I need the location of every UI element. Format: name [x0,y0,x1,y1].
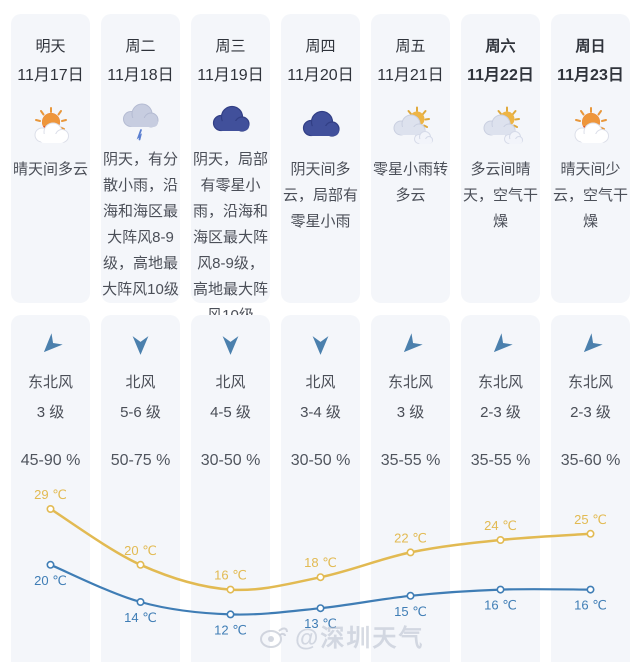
day-card: 明天 11月17日 晴天间多云 [11,14,90,303]
wind-arrow-icon [493,332,513,352]
day-name: 周四 [305,38,336,55]
wind-card: 东北风 2-3 级 35-55 % [461,315,540,662]
wind-card: 北风 3-4 级 30-50 % [281,315,360,662]
wind-arrow-icon [222,335,239,355]
day-card: 周二 11月18日 阴天，有分散小雨，沿海和海区最大阵风8-9级，高地最大阵风1… [101,14,180,303]
weather-desc: 晴天间多云 [12,161,88,178]
day-date: 11月21日 [377,67,444,84]
weather-icon-slot [208,101,254,141]
sun-clouds-icon [393,106,433,144]
wind-level: 3 级 [396,404,425,421]
wind-level: 2-3 级 [480,404,521,421]
wind-card: 东北风 3 级 35-55 % [371,315,450,662]
day-column: 周四 11月20日 阴天间多云，局部有零星小雨 北风 3-4 级 30-50 % [281,14,360,662]
weather-desc: 阴天，有分散小雨，沿海和海区最大阵风8-9级，高地最大阵风10级 [102,151,179,298]
wind-arrow-icon [312,335,329,355]
weather-desc: 晴天间少云，空气干燥 [552,161,628,230]
humidity-range: 30-50 % [290,452,351,469]
day-column: 周五 11月21日 零星小雨转多云 [371,14,450,662]
humidity-range: 35-60 % [560,452,621,469]
wind-direction: 北风 [305,374,336,391]
day-card: 周日 11月23日 晴天间少云，空气干燥 [551,14,630,303]
day-name: 周六 [485,38,516,55]
wind-level: 4-5 级 [210,404,251,421]
sun-cloud-icon [574,107,609,143]
humidity-range: 45-90 % [20,452,81,469]
day-column: 周六 11月22日 多云间晴天，空气干燥 [461,14,540,662]
humidity-range: 50-75 % [110,452,171,469]
weather-desc: 零星小雨转多云 [372,161,448,204]
day-card: 周六 11月22日 多云间晴天，空气干燥 [461,14,540,303]
day-column: 周三 11月19日 阴天，局部有零星小雨，沿海和海区最大阵风8-9级，高地最大阵… [191,14,270,662]
day-name: 周三 [215,38,246,55]
wind-level: 3 级 [36,404,65,421]
day-name: 周日 [575,38,606,55]
wind-level: 3-4 级 [300,404,341,421]
forecast-grid: 明天 11月17日 晴天间多云 [11,14,630,662]
weather-icon-slot [28,101,74,151]
weather-icon-slot [568,101,614,151]
day-card: 周四 11月20日 阴天间多云，局部有零星小雨 [281,14,360,303]
day-card: 周五 11月21日 零星小雨转多云 [371,14,450,303]
dark-cloud-icon [302,110,340,137]
day-column: 明天 11月17日 晴天间多云 [11,14,90,662]
rain-cloud-icon [122,103,158,141]
weather-desc: 阴天，局部有零星小雨，沿海和海区最大阵风8-9级，高地最大阵风10级 [192,151,268,324]
wind-level: 2-3 级 [570,404,611,421]
wind-arrow-icon [583,332,603,352]
weather-icon-slot [118,101,164,141]
wind-card: 北风 4-5 级 30-50 % [191,315,270,662]
wind-direction: 东北风 [387,374,433,391]
day-column: 周日 11月23日 晴天间少云，空气干燥 [551,14,630,662]
day-name: 周五 [395,38,426,55]
day-date: 11月23日 [557,67,624,84]
wind-direction: 东北风 [477,374,523,391]
day-date: 11月20日 [287,67,354,84]
wind-direction: 东北风 [27,374,73,391]
day-date: 11月22日 [467,67,534,84]
watermark: @深圳天气 [258,618,424,653]
sun-clouds-icon [483,106,523,144]
day-column: 周二 11月18日 阴天，有分散小雨，沿海和海区最大阵风8-9级，高地最大阵风1… [101,14,180,662]
sun-cloud-icon [34,107,69,143]
weather-icon-slot [478,101,524,151]
day-date: 11月18日 [107,67,174,84]
day-card: 周三 11月19日 阴天，局部有零星小雨，沿海和海区最大阵风8-9级，高地最大阵… [191,14,270,324]
day-date: 11月19日 [197,67,264,84]
humidity-range: 30-50 % [200,452,261,469]
watermark-text: @深圳天气 [295,625,425,652]
wind-direction: 北风 [215,374,246,391]
wind-card: 北风 5-6 级 50-75 % [101,315,180,662]
weather-desc: 阴天间多云，局部有零星小雨 [282,161,358,230]
weather-icon-slot [298,101,344,151]
weibo-icon [260,627,288,648]
wind-direction: 北风 [125,374,156,391]
weather-desc: 多云间晴天，空气干燥 [462,161,538,230]
wind-arrow-icon [43,332,63,352]
wind-level: 5-6 级 [120,404,161,421]
dark-cloud-icon [212,105,250,132]
wind-arrow-icon [403,332,423,352]
day-name: 周二 [125,38,156,55]
humidity-range: 35-55 % [380,452,441,469]
day-date: 11月17日 [17,67,84,84]
wind-card: 东北风 3 级 45-90 % [11,315,90,662]
humidity-range: 35-55 % [470,452,531,469]
weather-icon-slot [388,101,434,151]
wind-card: 东北风 2-3 级 35-60 % [551,315,630,662]
wind-arrow-icon [132,335,149,355]
wind-direction: 东北风 [567,374,613,391]
day-name: 明天 [35,38,66,55]
